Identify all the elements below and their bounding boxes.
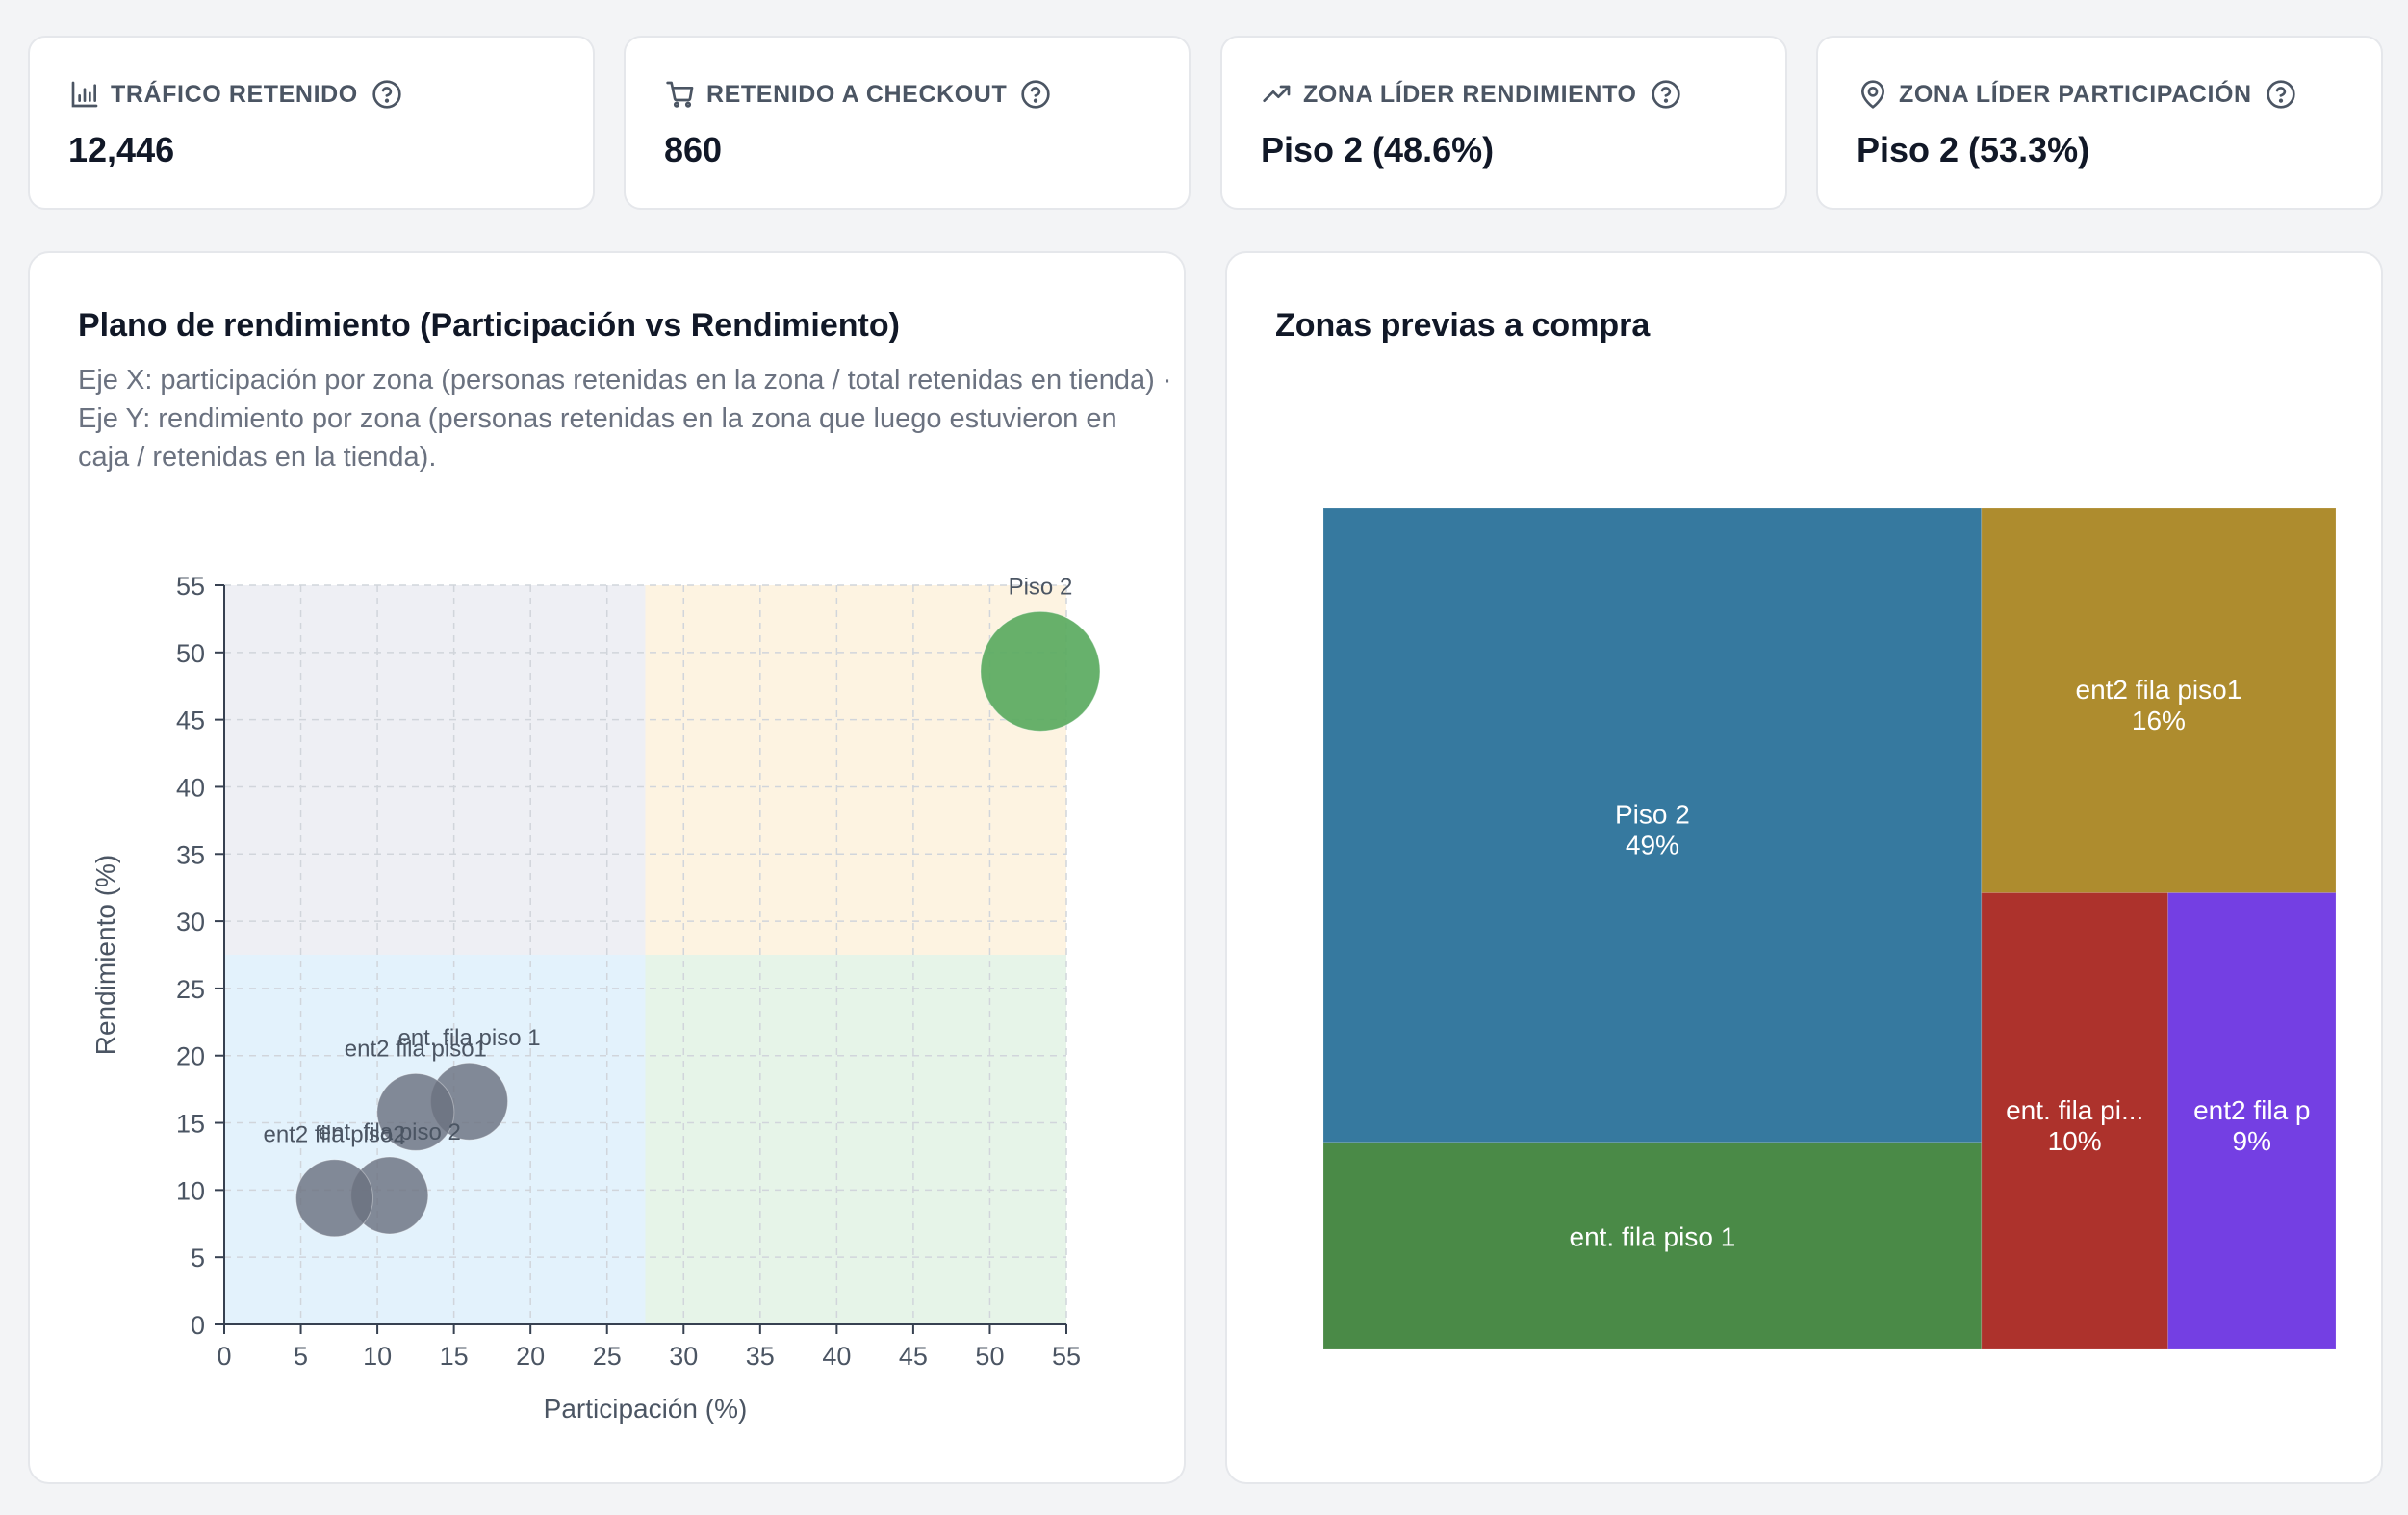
x-tick-label: 50: [975, 1342, 1004, 1371]
y-tick-label: 35: [176, 840, 205, 869]
treemap-cell-label: ent. fila piso 1: [1570, 1221, 1736, 1251]
x-tick-label: 0: [217, 1342, 231, 1371]
kpi-label: RETENIDO A CHECKOUT: [706, 80, 1008, 108]
y-tick-label: 55: [176, 572, 205, 601]
y-tick-label: 0: [191, 1311, 205, 1340]
treemap-cell-percent: 9%: [2233, 1126, 2271, 1156]
y-tick-label: 20: [176, 1042, 205, 1071]
y-tick-label: 10: [176, 1176, 205, 1205]
scatter-chart[interactable]: 0 5 10 15 20 25 30 35 40 45 50 55 0 5 10 15 20 25 30 35 40 45…: [30, 253, 1188, 1486]
help-circle-icon[interactable]: [1651, 79, 1681, 110]
kpi-label: ZONA LÍDER RENDIMIENTO: [1303, 80, 1637, 108]
treemap-cell-percent: 49%: [1626, 830, 1679, 860]
y-tick-label: 25: [176, 975, 205, 1004]
kpi-label: TRÁFICO RETENIDO: [111, 80, 358, 108]
treemap-cell-percent: 16%: [2132, 706, 2186, 735]
treemap-cell[interactable]: [2167, 892, 2336, 1349]
treemap-cell[interactable]: [1981, 892, 2169, 1349]
y-tick-label: 40: [176, 773, 205, 802]
x-tick-label: 45: [899, 1342, 928, 1371]
scatter-point-label: ent. fila piso 2: [319, 1119, 461, 1145]
treemap-panel: Zonas previas a compra Piso 2 49% ent. fil…: [1225, 251, 2383, 1484]
y-tick-label: 45: [176, 706, 205, 735]
treemap-cell[interactable]: [1323, 508, 1983, 1143]
kpi-header: ZONA LÍDER RENDIMIENTO: [1261, 78, 1681, 111]
kpi-card-trafico: TRÁFICO RETENIDO 12,446: [28, 36, 595, 210]
kpi-card-checkout: RETENIDO A CHECKOUT 860: [624, 36, 1191, 210]
treemap-cell-label: Piso 2: [1615, 799, 1690, 829]
help-circle-icon[interactable]: [371, 79, 402, 110]
scatter-point-label: ent. fila piso 1: [397, 1025, 540, 1051]
treemap-cell-percent: 10%: [2048, 1126, 2102, 1156]
scatter-point-label: ent2 fila piso1: [345, 1036, 487, 1062]
treemap-cell[interactable]: [1981, 508, 2336, 894]
treemap-cell[interactable]: [1323, 1142, 1983, 1349]
scatter-panel: Plano de rendimiento (Participación vs R…: [28, 251, 1186, 1484]
x-tick-label: 35: [746, 1342, 775, 1371]
help-circle-icon[interactable]: [1020, 79, 1051, 110]
kpi-value: 860: [664, 130, 723, 169]
y-tick-label: 50: [176, 639, 205, 668]
panel-description: Eje X: participación por zona (personas …: [78, 365, 1172, 473]
map-pin-icon: [1857, 78, 1889, 111]
kpi-value: 12,446: [68, 130, 175, 169]
treemap-chart[interactable]: Piso 249% ent. fila piso 1 ent2 fila piso1…: [1227, 253, 2385, 1486]
scatter-point[interactable]: [295, 1159, 374, 1238]
treemap-cells: Piso 249% ent. fila piso 1 ent2 fila piso1…: [1323, 508, 2336, 1349]
kpi-header: RETENIDO A CHECKOUT: [664, 78, 1051, 111]
trending-up-icon: [1261, 78, 1294, 111]
y-tick-label: 5: [191, 1244, 205, 1272]
panel-title: Plano de rendimiento (Participación vs R…: [78, 307, 900, 344]
x-tick-label: 30: [669, 1342, 698, 1371]
treemap-cell-label: ent2 fila piso1: [2076, 675, 2242, 705]
x-tick-label: 20: [516, 1342, 545, 1371]
x-tick-label: 55: [1052, 1342, 1081, 1371]
kpi-label: ZONA LÍDER PARTICIPACIÓN: [1899, 80, 2252, 108]
quadrant-bottom-right: [645, 955, 1066, 1324]
cart-icon: [664, 78, 697, 111]
x-tick-label: 5: [294, 1342, 308, 1371]
kpi-header: ZONA LÍDER PARTICIPACIÓN: [1857, 78, 2296, 111]
bar-chart-icon: [68, 78, 101, 111]
y-tick-label: 15: [176, 1110, 205, 1139]
panel-title: Zonas previas a compra: [1275, 307, 1651, 344]
x-tick-label: 10: [363, 1342, 392, 1371]
help-circle-icon[interactable]: [2266, 79, 2296, 110]
x-axis-label: Participación (%): [544, 1394, 748, 1424]
kpi-value: Piso 2 (48.6%): [1261, 130, 1495, 169]
treemap-cell-label: ent. fila pi...: [2006, 1095, 2143, 1125]
scatter-point[interactable]: [376, 1072, 455, 1151]
kpi-value: Piso 2 (53.3%): [1857, 130, 2090, 169]
x-tick-label: 25: [593, 1342, 622, 1371]
x-tick-label: 15: [440, 1342, 469, 1371]
kpi-card-zona-rendimiento: ZONA LÍDER RENDIMIENTO Piso 2 (48.6%): [1220, 36, 1787, 210]
y-tick-label: 30: [176, 908, 205, 937]
quadrant-top-left: [224, 585, 646, 955]
scatter-point[interactable]: [980, 610, 1101, 732]
scatter-point-label: ent2 fila piso2: [263, 1122, 405, 1148]
y-axis-label: Rendimiento (%): [90, 855, 120, 1056]
x-tick-label: 40: [822, 1342, 851, 1371]
treemap-cell-label: ent2 fila p: [2193, 1095, 2310, 1125]
kpi-card-zona-participacion: ZONA LÍDER PARTICIPACIÓN Piso 2 (53.3%): [1816, 36, 2383, 210]
scatter-point-label: Piso 2: [1009, 574, 1073, 600]
kpi-header: TRÁFICO RETENIDO: [68, 78, 402, 111]
